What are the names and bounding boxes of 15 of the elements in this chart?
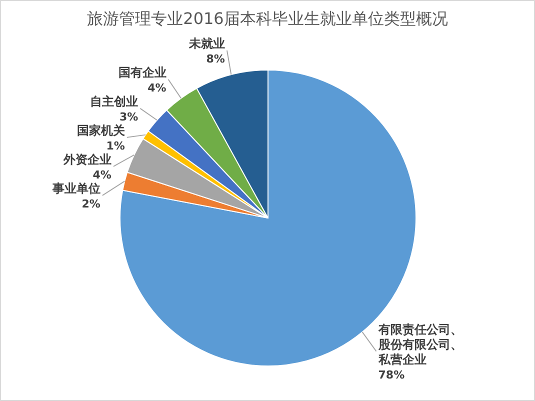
data-label: 4% bbox=[92, 168, 112, 182]
slice-label: 事业单位 bbox=[51, 181, 100, 196]
slice-label: 未就业 bbox=[188, 36, 225, 50]
data-label: 2% bbox=[82, 197, 100, 210]
data-label: 4% bbox=[148, 81, 166, 94]
chart-title: 旅游管理专业2016届本科毕业生就业单位类型概况 bbox=[87, 9, 448, 28]
slice-label: 自主创业 bbox=[90, 94, 138, 108]
slice-label: 外资企业 bbox=[62, 152, 112, 166]
slice-label: 国有企业 bbox=[118, 65, 166, 80]
data-label: 78% bbox=[378, 368, 405, 382]
data-label: 3% bbox=[120, 110, 138, 124]
data-label: 1% bbox=[106, 139, 125, 152]
slice-label: 有限责任公司、股份有限公司、私营企业 bbox=[377, 322, 462, 366]
data-label: 8% bbox=[206, 52, 225, 66]
slice-label: 国家机关 bbox=[76, 123, 126, 138]
